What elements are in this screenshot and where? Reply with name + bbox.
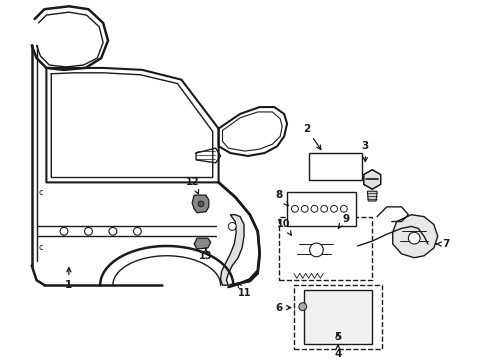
Circle shape — [408, 232, 420, 244]
Text: 10: 10 — [277, 220, 291, 235]
Text: c: c — [38, 243, 43, 252]
Text: 8: 8 — [275, 190, 288, 206]
Polygon shape — [220, 215, 244, 285]
Polygon shape — [295, 300, 311, 318]
Polygon shape — [393, 215, 438, 258]
Circle shape — [85, 228, 93, 235]
Circle shape — [60, 228, 68, 235]
Text: 2: 2 — [303, 123, 321, 150]
Circle shape — [299, 303, 307, 311]
Polygon shape — [194, 238, 211, 249]
Circle shape — [310, 243, 323, 257]
Bar — [304, 290, 372, 344]
Polygon shape — [364, 170, 381, 189]
Circle shape — [133, 228, 141, 235]
Circle shape — [321, 206, 328, 212]
Circle shape — [198, 201, 204, 207]
Text: 6: 6 — [275, 303, 291, 312]
Polygon shape — [289, 229, 346, 270]
Circle shape — [228, 222, 236, 230]
Circle shape — [301, 206, 308, 212]
Circle shape — [311, 206, 318, 212]
Text: 1: 1 — [65, 268, 73, 290]
Bar — [294, 285, 382, 349]
Text: 7: 7 — [436, 239, 449, 249]
Bar — [287, 192, 356, 226]
Polygon shape — [368, 191, 377, 201]
Text: 12: 12 — [186, 177, 200, 194]
Circle shape — [341, 206, 347, 212]
Text: c: c — [38, 188, 43, 197]
Text: 11: 11 — [237, 283, 252, 298]
Text: 9: 9 — [338, 213, 349, 229]
Bar — [309, 153, 363, 180]
Bar — [279, 217, 372, 280]
Text: 4: 4 — [334, 345, 342, 359]
Text: 5: 5 — [334, 332, 342, 342]
Polygon shape — [324, 332, 348, 346]
Text: 3: 3 — [362, 141, 369, 162]
Circle shape — [109, 228, 117, 235]
Circle shape — [331, 206, 338, 212]
Text: 13: 13 — [199, 248, 213, 261]
Polygon shape — [192, 195, 209, 213]
Circle shape — [292, 206, 298, 212]
